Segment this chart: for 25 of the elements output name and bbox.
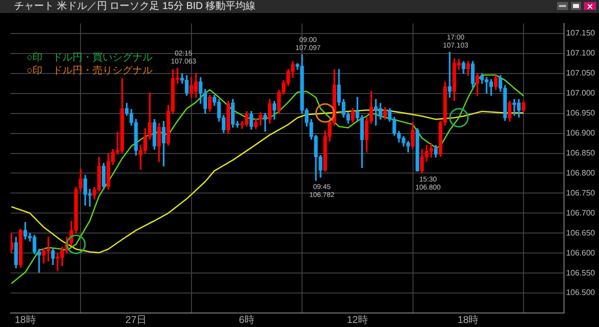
x-tick-label: 18時: [14, 314, 36, 326]
y-tick-label: 106.500: [566, 288, 596, 298]
y-tick-label: 106.850: [566, 148, 596, 158]
y-tick-label: 107.150: [566, 28, 596, 38]
point: [449, 108, 469, 128]
point: [315, 103, 335, 123]
x-tick-label: 6時: [238, 314, 254, 326]
y-tick-label: 107.000: [566, 88, 596, 98]
y-tick-label: 107.050: [566, 68, 596, 78]
y-tick-label: 106.950: [566, 108, 596, 118]
y-tick-label: 106.550: [566, 268, 596, 278]
text: ○印 ドル円・売りシグナル: [26, 64, 153, 76]
text: ○印 ドル円・買いシグナル: [26, 51, 153, 64]
chart-title: チャート 米ドル／円 ローソク足 15分 BID 移動平均線: [14, 1, 256, 12]
x-tick-label: 12時: [346, 314, 368, 326]
y-tick-label: 106.600: [566, 248, 596, 258]
x-tick-label: 18時: [458, 314, 479, 326]
y-tick-label: 106.800: [566, 168, 596, 178]
y-tick-label: 106.750: [566, 188, 596, 198]
y-tick-label: 106.650: [566, 228, 596, 238]
y-tick-label: 106.900: [566, 128, 596, 138]
y-tick-label: 106.700: [566, 208, 596, 218]
point: [66, 234, 86, 254]
x-tick-label: 27日: [125, 314, 147, 326]
y-tick-label: 107.100: [566, 48, 596, 58]
